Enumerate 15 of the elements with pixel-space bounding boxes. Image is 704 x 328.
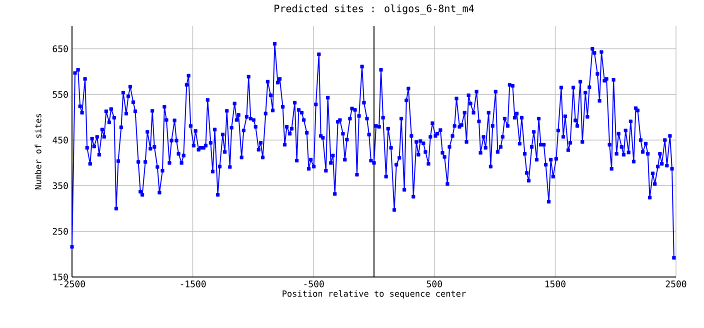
y-tick-label: 450	[52, 136, 68, 144]
x-tick-label: 1500	[545, 280, 566, 288]
y-tick-label: 550	[52, 91, 68, 98]
y-tick-label: 350	[52, 182, 68, 190]
x-tick-label: 2500	[666, 280, 686, 288]
x-tick-label: 500	[426, 280, 442, 288]
y-tick-label: 150	[53, 274, 68, 280]
x-tick-label: -1500	[180, 280, 206, 288]
x-tick-label: -500	[304, 280, 324, 288]
y-tick-label: 250	[52, 228, 68, 235]
x-axis-title: Position relative to sequence center	[282, 290, 466, 298]
chart-title: Predicted sites : oligos_6-8nt_m4	[274, 4, 474, 14]
y-axis-title: Number of sites	[34, 114, 42, 190]
x-tick-label: -2500	[60, 280, 85, 288]
y-tick-label: 650	[52, 45, 68, 52]
